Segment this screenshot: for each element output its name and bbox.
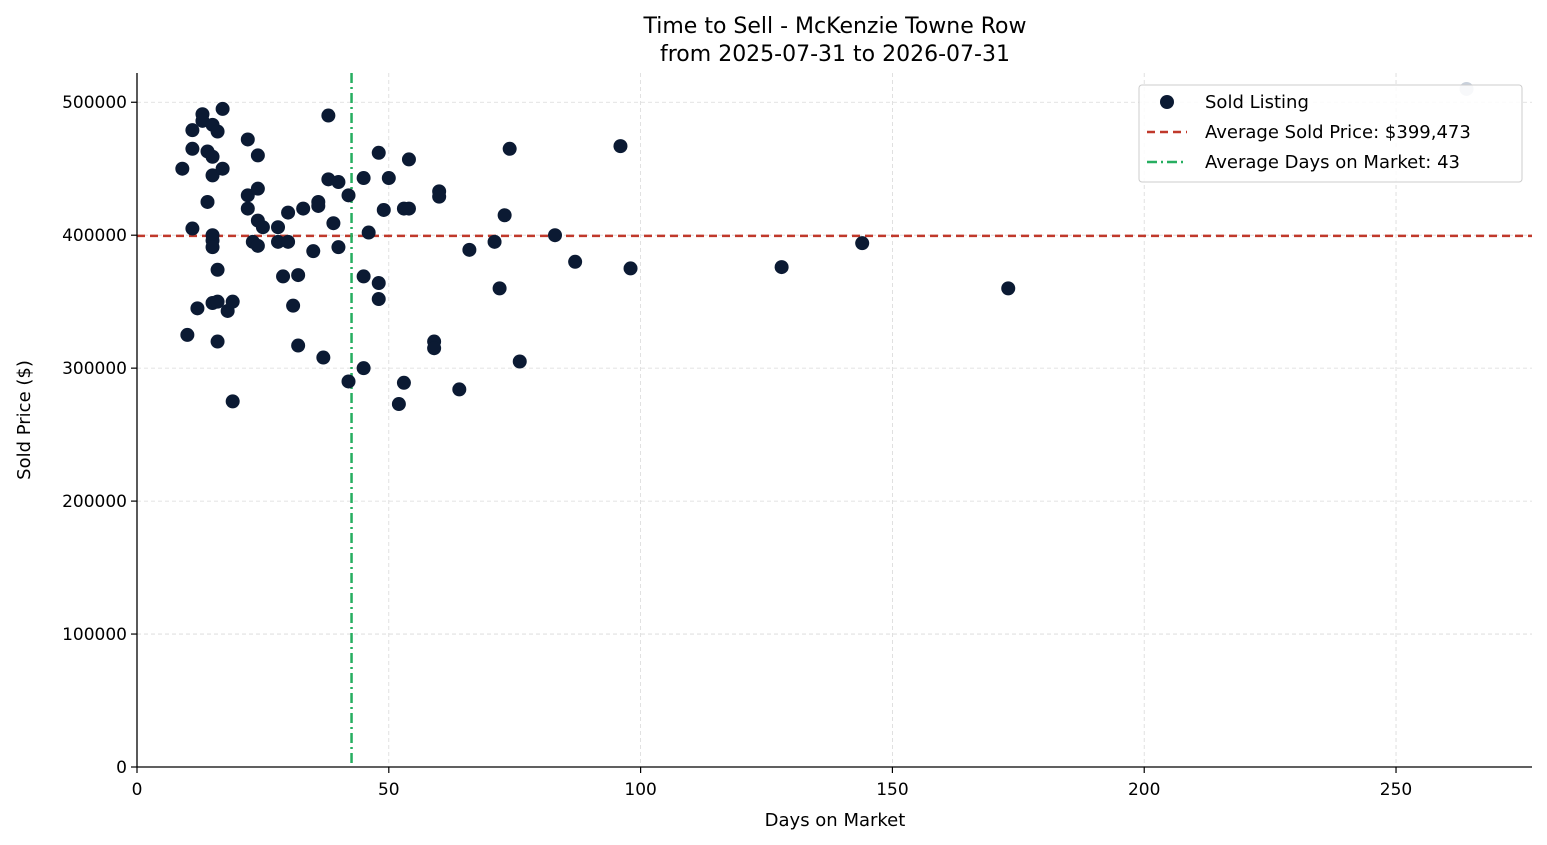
data-point bbox=[432, 189, 447, 204]
legend-label-average-days: Average Days on Market: 43 bbox=[1205, 152, 1460, 173]
data-point bbox=[210, 334, 225, 349]
data-point bbox=[240, 188, 255, 203]
x-tick-label: 150 bbox=[876, 780, 908, 800]
chart-title: Time to Sell - McKenzie Towne Row bbox=[642, 14, 1026, 39]
data-point bbox=[225, 394, 240, 409]
data-point bbox=[255, 220, 270, 235]
x-tick-label: 250 bbox=[1380, 780, 1412, 800]
data-point bbox=[271, 234, 286, 249]
data-point bbox=[331, 175, 346, 190]
data-point bbox=[462, 242, 477, 257]
data-point bbox=[215, 161, 230, 176]
data-point bbox=[356, 361, 371, 376]
data-point bbox=[401, 201, 416, 216]
data-point bbox=[205, 168, 220, 183]
scatter-points bbox=[175, 81, 1474, 412]
data-point bbox=[276, 269, 291, 284]
data-point bbox=[492, 281, 507, 296]
data-point bbox=[291, 338, 306, 353]
data-point bbox=[321, 108, 336, 123]
data-point bbox=[190, 301, 205, 316]
data-point bbox=[427, 341, 442, 356]
data-point bbox=[396, 375, 411, 390]
axis-ticks: 0 50 100 150 200 250 0 100000 200000 300000 400000… bbox=[62, 93, 1412, 800]
data-point bbox=[175, 161, 190, 176]
y-tick-label: 300000 bbox=[62, 359, 127, 379]
data-point bbox=[215, 101, 230, 116]
data-point bbox=[512, 354, 527, 369]
data-point bbox=[271, 220, 286, 235]
data-point bbox=[180, 327, 195, 342]
data-point bbox=[316, 350, 331, 365]
axes bbox=[136, 73, 1532, 768]
data-point bbox=[855, 236, 870, 251]
data-point bbox=[311, 198, 326, 213]
x-tick-label: 200 bbox=[1128, 780, 1160, 800]
data-point bbox=[200, 194, 215, 209]
data-point bbox=[623, 261, 638, 276]
data-point bbox=[371, 292, 386, 307]
data-point bbox=[391, 397, 406, 412]
data-point bbox=[356, 171, 371, 186]
data-point bbox=[361, 225, 376, 240]
data-point bbox=[210, 294, 225, 309]
data-point bbox=[341, 374, 356, 389]
data-point bbox=[326, 216, 341, 231]
data-point bbox=[205, 240, 220, 255]
data-point bbox=[185, 141, 200, 156]
data-point bbox=[502, 141, 517, 156]
x-tick-label: 50 bbox=[378, 780, 400, 800]
data-point bbox=[250, 148, 265, 163]
data-point bbox=[487, 234, 502, 249]
x-tick-label: 100 bbox=[624, 780, 656, 800]
data-point bbox=[381, 171, 396, 186]
data-point bbox=[291, 268, 306, 283]
data-point bbox=[296, 201, 311, 216]
y-tick-label: 0 bbox=[116, 758, 127, 778]
chart-subtitle: from 2025-07-31 to 2026-07-31 bbox=[660, 42, 1010, 67]
data-point bbox=[774, 260, 789, 275]
data-point bbox=[281, 205, 296, 220]
legend-label-average-price: Average Sold Price: $399,473 bbox=[1205, 122, 1471, 143]
data-point bbox=[250, 181, 265, 196]
y-tick-label: 100000 bbox=[62, 625, 127, 645]
legend-box bbox=[1138, 84, 1523, 183]
y-axis-label: Sold Price ($) bbox=[14, 360, 35, 480]
data-point bbox=[286, 298, 301, 313]
data-point bbox=[240, 132, 255, 147]
data-point bbox=[341, 188, 356, 203]
data-point bbox=[210, 262, 225, 277]
y-tick-label: 400000 bbox=[62, 226, 127, 246]
data-point bbox=[185, 123, 200, 138]
data-point bbox=[401, 152, 416, 167]
data-point bbox=[205, 149, 220, 164]
data-point bbox=[331, 240, 346, 255]
data-point bbox=[547, 228, 562, 243]
reference-lines bbox=[137, 73, 1532, 767]
data-point bbox=[1001, 281, 1016, 296]
data-point bbox=[281, 234, 296, 249]
data-point bbox=[613, 139, 628, 154]
data-point bbox=[225, 294, 240, 309]
data-point bbox=[371, 276, 386, 291]
legend: Sold Listing Average Sold Price: $399,47… bbox=[1138, 84, 1523, 183]
data-point bbox=[306, 244, 321, 259]
y-tick-label: 200000 bbox=[62, 492, 127, 512]
legend-marker-sold-listing bbox=[1160, 95, 1174, 109]
data-point bbox=[452, 382, 467, 397]
data-point bbox=[376, 202, 391, 217]
legend-label-sold-listing: Sold Listing bbox=[1205, 92, 1309, 113]
y-tick-label: 500000 bbox=[62, 93, 127, 113]
data-point bbox=[356, 269, 371, 284]
data-point bbox=[210, 124, 225, 139]
data-point bbox=[497, 208, 512, 223]
x-axis-label: Days on Market bbox=[765, 810, 906, 831]
data-point bbox=[250, 238, 265, 253]
data-point bbox=[568, 254, 583, 269]
x-tick-label: 0 bbox=[132, 780, 143, 800]
data-point bbox=[371, 145, 386, 160]
data-point bbox=[185, 221, 200, 236]
data-point bbox=[240, 201, 255, 216]
